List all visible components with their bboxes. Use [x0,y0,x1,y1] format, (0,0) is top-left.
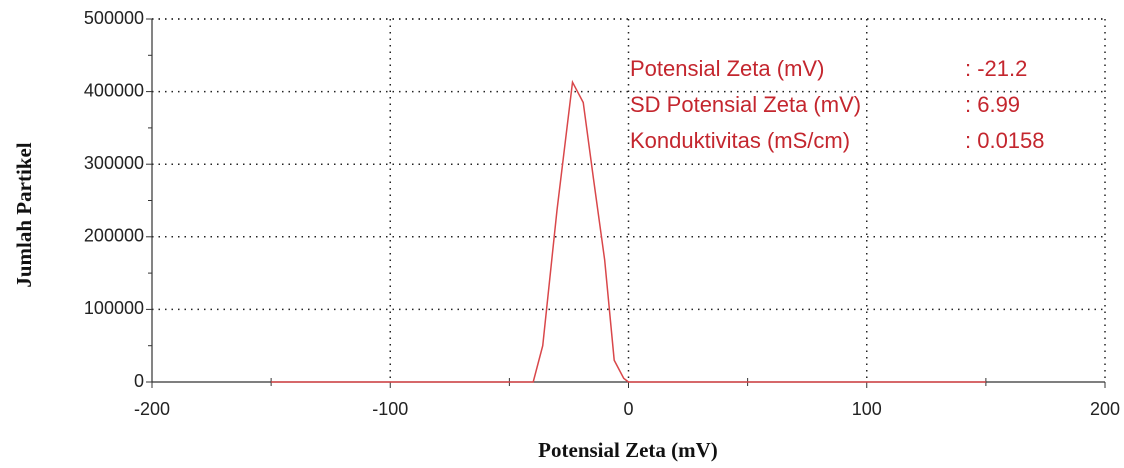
annotation-label: SD Potensial Zeta (mV) [630,92,861,117]
y-tick-label: 100000 [84,298,144,318]
y-tick-label: 500000 [84,8,144,28]
annotation-value: : 0.0158 [965,128,1045,153]
annotation-value: : -21.2 [965,56,1027,81]
x-tick-label: 100 [852,399,882,419]
y-tick-label: 200000 [84,226,144,246]
x-axis-title: Potensial Zeta (mV) [538,438,718,462]
x-tick-label: -100 [372,399,408,419]
data-line [271,79,986,383]
x-tick-label: 200 [1090,399,1120,419]
annotation-label: Konduktivitas (mS/cm) [630,128,850,153]
y-axis-title: Jumlah Partikel [12,142,36,287]
x-tick-label: 0 [623,399,633,419]
annotation-label: Potensial Zeta (mV) [630,56,824,81]
y-tick-label: 300000 [84,153,144,173]
y-tick-label: 400000 [84,80,144,100]
x-tick-label: -200 [134,399,170,419]
y-tick-label: 0 [134,371,144,391]
annotation-value: : 6.99 [965,92,1020,117]
